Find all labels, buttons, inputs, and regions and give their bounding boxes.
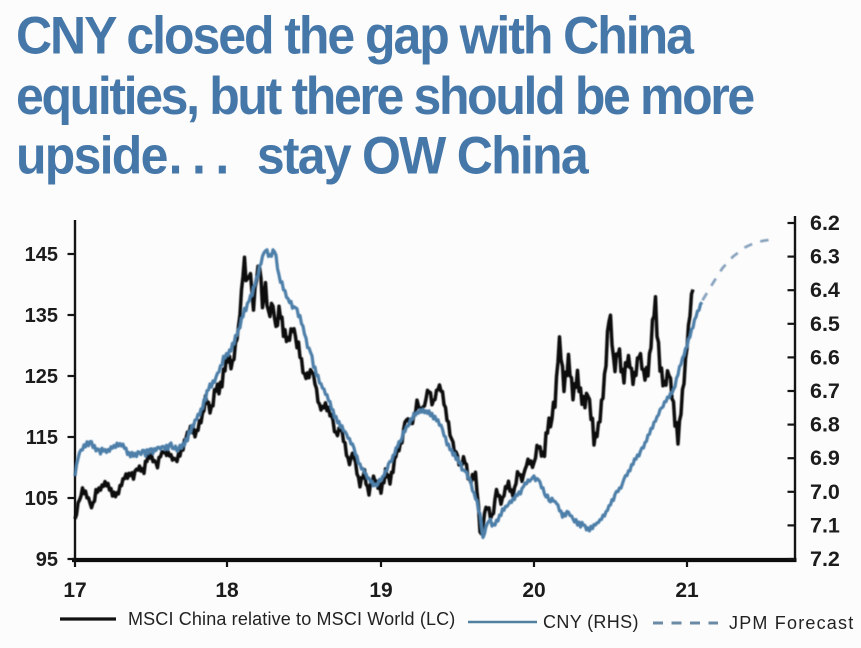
svg-text:19: 19 <box>369 579 392 602</box>
svg-text:6.8: 6.8 <box>810 413 840 437</box>
svg-text:95: 95 <box>36 549 58 571</box>
svg-text:6.9: 6.9 <box>810 446 840 470</box>
svg-text:7.1: 7.1 <box>810 513 840 537</box>
svg-text:125: 125 <box>25 366 58 388</box>
svg-text:CNY (RHS): CNY (RHS) <box>543 612 639 632</box>
svg-text:JPM Forecast: JPM Forecast <box>729 613 854 633</box>
svg-text:MSCI China relative to MSCI Wo: MSCI China relative to MSCI World (LC) <box>128 609 455 629</box>
svg-text:115: 115 <box>26 427 58 449</box>
svg-text:105: 105 <box>25 488 58 510</box>
svg-text:145: 145 <box>25 244 58 266</box>
svg-text:6.2: 6.2 <box>810 211 840 235</box>
svg-text:7.0: 7.0 <box>810 480 840 504</box>
svg-text:7.2: 7.2 <box>810 547 840 571</box>
svg-text:18: 18 <box>215 579 239 602</box>
svg-text:6.4: 6.4 <box>810 278 840 302</box>
svg-text:6.5: 6.5 <box>810 312 840 336</box>
svg-text:6.3: 6.3 <box>810 245 840 269</box>
svg-text:135: 135 <box>25 305 58 327</box>
svg-text:21: 21 <box>675 579 699 602</box>
svg-text:20: 20 <box>522 579 545 602</box>
svg-text:6.6: 6.6 <box>810 345 840 369</box>
svg-text:6.7: 6.7 <box>810 379 840 403</box>
svg-text:17: 17 <box>63 579 86 602</box>
